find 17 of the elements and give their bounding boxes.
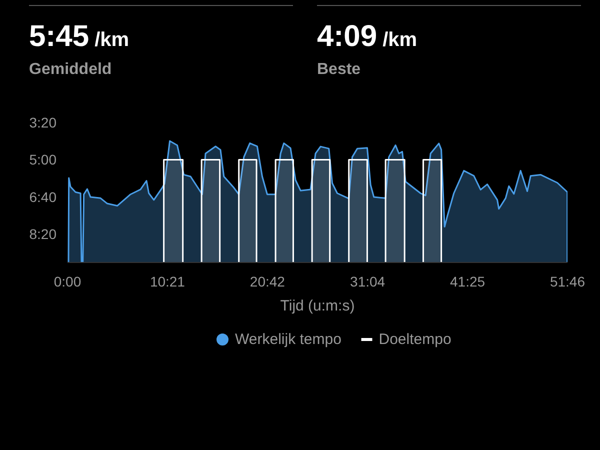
x-tick-label: 41:25 xyxy=(450,274,486,290)
text: Gemiddeld xyxy=(29,60,113,80)
x-tick-label: 10:21 xyxy=(150,274,186,290)
x-axis-title: Tijd (u:m:s) xyxy=(280,298,355,314)
y-tick-label: 6:40 xyxy=(29,188,57,205)
legend-label: Werkelijk tempo xyxy=(235,331,342,348)
text: 4:09 /km xyxy=(317,20,418,53)
text: 5:45 /km xyxy=(29,20,130,53)
text: Beste xyxy=(317,60,362,80)
legend-label: Doeltempo xyxy=(378,331,452,348)
x-tick-label: 31:04 xyxy=(350,274,386,290)
x-tick-label: 0:00 xyxy=(54,274,82,290)
y-tick-label: 3:20 xyxy=(29,114,57,130)
x-tick-label: 20:42 xyxy=(250,274,286,290)
y-tick-label: 8:20 xyxy=(29,226,57,242)
y-tick-label: 5:00 xyxy=(29,152,57,168)
x-tick-label: 51:46 xyxy=(550,274,586,290)
